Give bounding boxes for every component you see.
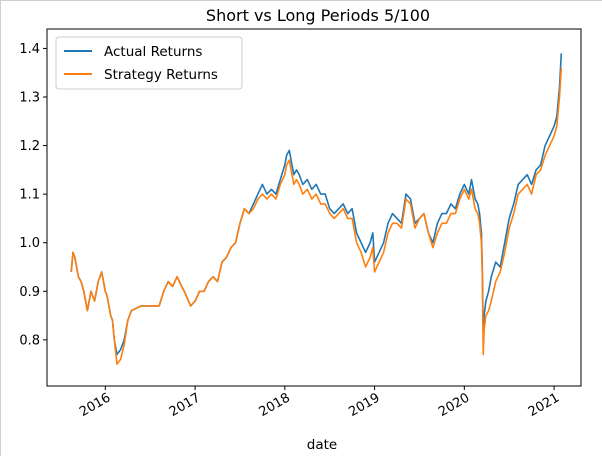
y-axis: 0.8 0.9 1.0 1.1 1.2 1.3 1.4 [19, 42, 47, 348]
chart-title: Short vs Long Periods 5/100 [206, 6, 430, 25]
y-tick-label: 1.1 [19, 188, 40, 203]
legend-label-actual-returns: Actual Returns [104, 44, 202, 60]
x-tick-label: 2019 [346, 390, 382, 420]
x-tick-label: 2016 [77, 390, 113, 420]
x-tick-label: 2018 [257, 390, 293, 420]
x-tick-label: 2021 [526, 390, 562, 420]
plot-area [46, 28, 582, 387]
x-tick-label: 2020 [436, 390, 472, 420]
y-tick-label: 0.9 [19, 285, 40, 300]
series-lines [70, 53, 563, 365]
y-tick-label: 1.4 [19, 42, 40, 57]
y-tick-label: 0.8 [19, 333, 40, 348]
series-line-strategy-returns [70, 67, 563, 365]
y-tick-label: 1.3 [19, 91, 40, 106]
x-tick-label: 2017 [167, 390, 203, 420]
legend-label-strategy-returns: Strategy Returns [104, 67, 218, 83]
legend-box [55, 36, 243, 90]
series-line-actual-returns [70, 53, 563, 356]
x-axis-label: date [307, 437, 337, 453]
y-tick-label: 1.2 [19, 139, 40, 154]
x-axis: 2016 2017 2018 2019 2020 2021 [77, 386, 562, 420]
legend: Actual Returns Strategy Returns [55, 36, 243, 90]
y-tick-label: 1.0 [19, 236, 40, 251]
